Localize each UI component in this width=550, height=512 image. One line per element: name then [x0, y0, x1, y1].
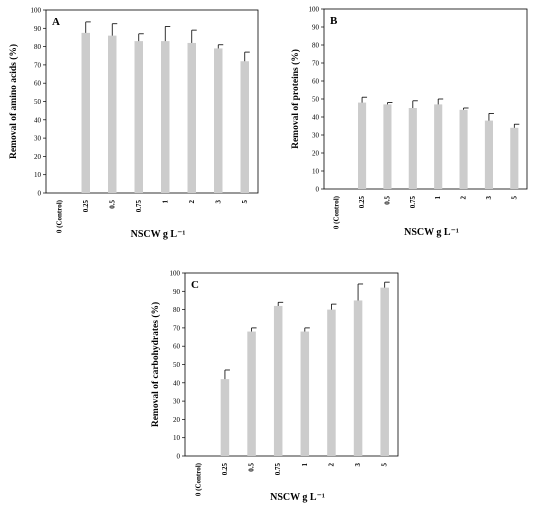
- bar: [108, 35, 117, 194]
- y-tick-label: 40: [173, 379, 181, 387]
- bar: [484, 120, 493, 189]
- y-tick-label: 0: [177, 453, 181, 461]
- category-label: 3: [354, 463, 362, 467]
- y-tick-label: 100: [309, 6, 320, 14]
- y-tick-label: 30: [34, 135, 42, 143]
- bar: [247, 331, 256, 456]
- bar: [510, 127, 519, 189]
- category-label: 2: [460, 196, 468, 200]
- category-label: 0.75: [135, 200, 143, 213]
- panel-label: A: [52, 16, 60, 28]
- bar: [240, 61, 249, 193]
- plot-frame: [323, 8, 528, 190]
- category-label: 0 (Control): [194, 462, 202, 496]
- category-label: 3: [214, 200, 222, 204]
- bar: [214, 48, 223, 194]
- y-tick-label: 50: [173, 361, 181, 369]
- y-tick-label: 90: [34, 25, 42, 33]
- y-tick-label: 40: [34, 116, 42, 124]
- y-tick-label: 30: [173, 398, 181, 406]
- x-axis-label: NSCW g L⁻¹: [404, 227, 459, 238]
- y-tick-label: 10: [34, 171, 42, 179]
- y-axis-label: Removal of amino acids (%): [8, 44, 19, 159]
- y-tick-label: 10: [312, 168, 320, 176]
- x-axis-label: NSCW g L⁻¹: [131, 229, 186, 240]
- plot-frame: [184, 272, 399, 457]
- y-tick-label: 80: [173, 306, 181, 314]
- y-tick-label: 0: [38, 190, 42, 198]
- bar: [380, 287, 389, 456]
- category-label: 5: [381, 463, 389, 467]
- bar: [187, 42, 196, 193]
- y-tick-label: 20: [173, 416, 181, 424]
- category-label: 0.5: [248, 463, 256, 472]
- y-tick-label: 0: [316, 186, 320, 194]
- y-axis-label: Removal of proteins (%): [290, 49, 301, 149]
- y-tick-label: 100: [170, 270, 181, 278]
- y-tick-label: 20: [34, 153, 42, 161]
- y-tick-label: 70: [312, 60, 320, 68]
- y-tick-label: 70: [34, 61, 42, 69]
- category-label: 0.75: [274, 463, 282, 476]
- y-tick-label: 90: [173, 288, 181, 296]
- category-label: 1: [434, 196, 442, 200]
- bar: [161, 41, 170, 193]
- y-tick-label: 100: [31, 7, 42, 15]
- y-tick-label: 80: [312, 42, 320, 50]
- y-tick-label: 50: [34, 98, 42, 106]
- y-tick-label: 90: [312, 24, 320, 32]
- chart-panel-c: 0 10 20 30 40 50 60 70 80 90 100 0 (Control) 0.25 0.5…: [150, 270, 399, 503]
- y-tick-label: 40: [312, 114, 320, 122]
- y-tick-label: 80: [34, 43, 42, 51]
- category-label: 1: [161, 200, 169, 204]
- bar: [300, 331, 310, 456]
- chart-panel-a: 0 10 20 30 40 50 60 70 80 90 100 0 (Control) 0.25 0.5…: [8, 7, 259, 240]
- plot-frame: [45, 9, 259, 194]
- bar: [353, 300, 363, 456]
- category-label: 0.75: [409, 196, 417, 209]
- category-label: 0.25: [221, 463, 229, 476]
- bar: [459, 109, 468, 189]
- y-tick-label: 30: [312, 132, 320, 140]
- category-label: 0.5: [108, 200, 116, 209]
- category-label: 0.25: [358, 196, 366, 209]
- x-axis-label: NSCW g L⁻¹: [270, 492, 325, 503]
- category-label: 0 (Control): [55, 199, 63, 233]
- bar: [81, 32, 90, 193]
- y-tick-label: 20: [312, 150, 320, 158]
- bar: [434, 104, 443, 189]
- category-label: 0.25: [82, 200, 90, 213]
- y-tick-label: 60: [173, 343, 181, 351]
- y-axis-label: Removal of carbohydrates (%): [150, 302, 161, 427]
- category-label: 1: [301, 463, 309, 467]
- y-tick-label: 50: [312, 96, 320, 104]
- chart-panel-b: 0 10 20 30 40 50 60 70 80 90 100 0 (Control) 0.25 0.5…: [290, 6, 528, 238]
- category-label: 5: [510, 196, 518, 200]
- category-label: 3: [485, 196, 493, 200]
- category-label: 2: [327, 463, 335, 467]
- y-tick-label: 70: [173, 324, 181, 332]
- category-label: 5: [241, 200, 249, 204]
- bar: [273, 305, 283, 456]
- bar: [358, 102, 367, 189]
- bar: [383, 104, 392, 189]
- category-label: 0 (Control): [333, 195, 341, 229]
- category-label: 2: [188, 200, 196, 204]
- bar: [220, 379, 230, 456]
- panel-label: B: [330, 15, 338, 27]
- y-tick-label: 10: [173, 434, 181, 442]
- y-tick-label: 60: [312, 78, 320, 86]
- bar: [134, 41, 143, 193]
- bar: [408, 108, 417, 189]
- category-label: 0.5: [383, 196, 391, 205]
- panel-label: C: [191, 279, 199, 291]
- bar: [327, 309, 336, 456]
- y-tick-label: 60: [34, 80, 42, 88]
